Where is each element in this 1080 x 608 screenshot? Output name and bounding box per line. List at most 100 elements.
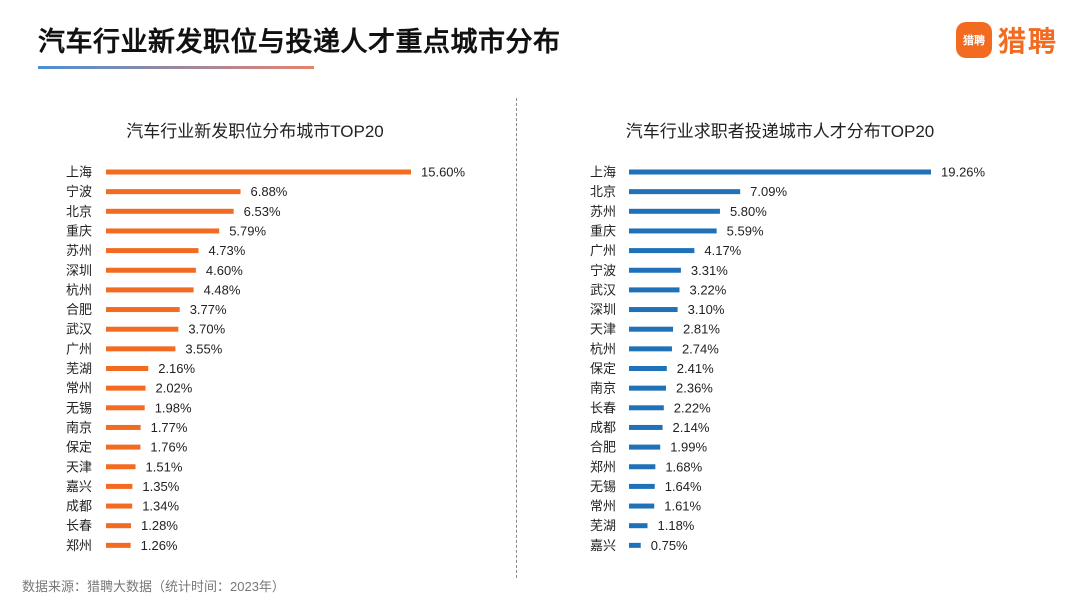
bar	[106, 307, 180, 313]
bar	[629, 189, 741, 195]
value-label: 3.77%	[190, 302, 227, 317]
value-label: 6.53%	[244, 204, 281, 219]
value-label: 4.60%	[206, 263, 243, 278]
category-label: 宁波	[66, 184, 92, 199]
value-label: 5.80%	[730, 204, 767, 219]
category-label: 重庆	[66, 223, 92, 238]
category-label: 苏州	[66, 243, 92, 258]
category-label: 长春	[66, 518, 92, 533]
category-label: 保定	[66, 440, 92, 455]
right-chart-title: 汽车行业求职者投递城市人才分布TOP20	[625, 122, 935, 141]
value-label: 2.14%	[673, 420, 710, 435]
category-label: 天津	[66, 459, 92, 474]
value-label: 15.60%	[421, 165, 466, 180]
value-label: 1.77%	[151, 420, 188, 435]
value-label: 3.55%	[185, 341, 222, 356]
value-label: 2.74%	[682, 341, 719, 356]
value-label: 2.22%	[674, 400, 711, 415]
bar	[106, 503, 133, 509]
bar	[106, 405, 145, 411]
category-label: 武汉	[590, 282, 616, 297]
category-label: 无锡	[590, 479, 616, 494]
value-label: 1.98%	[155, 400, 192, 415]
bar	[629, 483, 655, 489]
bar	[106, 248, 199, 254]
value-label: 2.02%	[155, 381, 192, 396]
bar	[106, 464, 136, 470]
bar	[106, 189, 241, 195]
left-bar-chart: 上海 15.60% 宁波 6.88% 北京 6.53% 重庆 5.79% 苏州 4.73% 深圳 4.…	[66, 165, 466, 553]
bar	[629, 248, 695, 254]
brand-logo: 猎聘 猎聘	[955, 20, 1058, 60]
value-label: 1.28%	[141, 518, 178, 533]
value-label: 2.41%	[677, 361, 714, 376]
value-label: 1.76%	[150, 440, 187, 455]
bar	[106, 444, 141, 450]
category-label: 合肥	[590, 440, 616, 455]
logo-badge-icon: 猎聘	[955, 22, 992, 58]
category-label: 芜湖	[590, 518, 616, 533]
category-label: 深圳	[66, 263, 92, 278]
category-label: 南京	[590, 381, 616, 396]
data-source-note: 数据来源：猎聘大数据（统计时间：2023年）	[22, 579, 285, 594]
value-label: 2.16%	[158, 361, 195, 376]
value-label: 1.26%	[141, 538, 178, 553]
bar	[629, 503, 655, 509]
value-label: 5.59%	[727, 223, 764, 238]
value-label: 1.35%	[142, 479, 179, 494]
bar	[629, 444, 661, 450]
category-label: 深圳	[590, 302, 616, 317]
category-label: 北京	[66, 204, 92, 219]
value-label: 1.99%	[670, 440, 707, 455]
value-label: 1.51%	[146, 459, 183, 474]
category-label: 郑州	[590, 459, 616, 474]
bar	[629, 385, 667, 391]
category-label: 长春	[590, 400, 616, 415]
value-label: 0.75%	[651, 538, 688, 553]
category-label: 杭州	[66, 282, 92, 297]
bar	[629, 366, 667, 371]
category-label: 广州	[66, 341, 92, 356]
category-label: 嘉兴	[590, 538, 616, 553]
bar	[106, 542, 131, 548]
category-label: 苏州	[590, 204, 616, 219]
category-label: 武汉	[66, 322, 92, 337]
bar	[106, 346, 176, 352]
value-label: 2.36%	[676, 381, 713, 396]
category-label: 成都	[66, 499, 92, 514]
bar	[106, 287, 194, 293]
category-label: 嘉兴	[66, 479, 92, 494]
value-label: 3.10%	[688, 302, 725, 317]
value-label: 4.48%	[204, 282, 241, 297]
bar	[629, 208, 720, 214]
category-label: 宁波	[590, 263, 616, 278]
bar	[629, 424, 663, 430]
bar	[106, 366, 149, 371]
bar	[106, 424, 141, 430]
value-label: 19.26%	[941, 165, 986, 180]
bar	[106, 523, 132, 529]
bar	[106, 169, 411, 175]
category-label: 北京	[590, 184, 616, 199]
value-label: 1.61%	[664, 499, 701, 514]
bar	[629, 346, 672, 352]
bar	[629, 405, 664, 411]
bar	[629, 169, 931, 175]
bar	[629, 307, 678, 313]
category-label: 杭州	[590, 341, 616, 356]
bar	[629, 464, 656, 470]
bar	[106, 208, 234, 214]
category-label: 保定	[590, 361, 616, 376]
category-label: 芜湖	[66, 361, 92, 376]
value-label: 1.68%	[665, 459, 702, 474]
value-label: 3.70%	[188, 322, 225, 337]
bar	[106, 267, 196, 273]
value-label: 7.09%	[750, 184, 787, 199]
page-title: 汽车行业新发职位与投递人才重点城市分布	[38, 27, 561, 57]
left-chart-title: 汽车行业新发职位分布城市TOP20	[126, 122, 384, 141]
value-label: 2.81%	[683, 322, 720, 337]
value-label: 3.31%	[691, 263, 728, 278]
category-label: 天津	[590, 322, 616, 337]
bar	[106, 483, 133, 489]
bar	[106, 385, 146, 391]
